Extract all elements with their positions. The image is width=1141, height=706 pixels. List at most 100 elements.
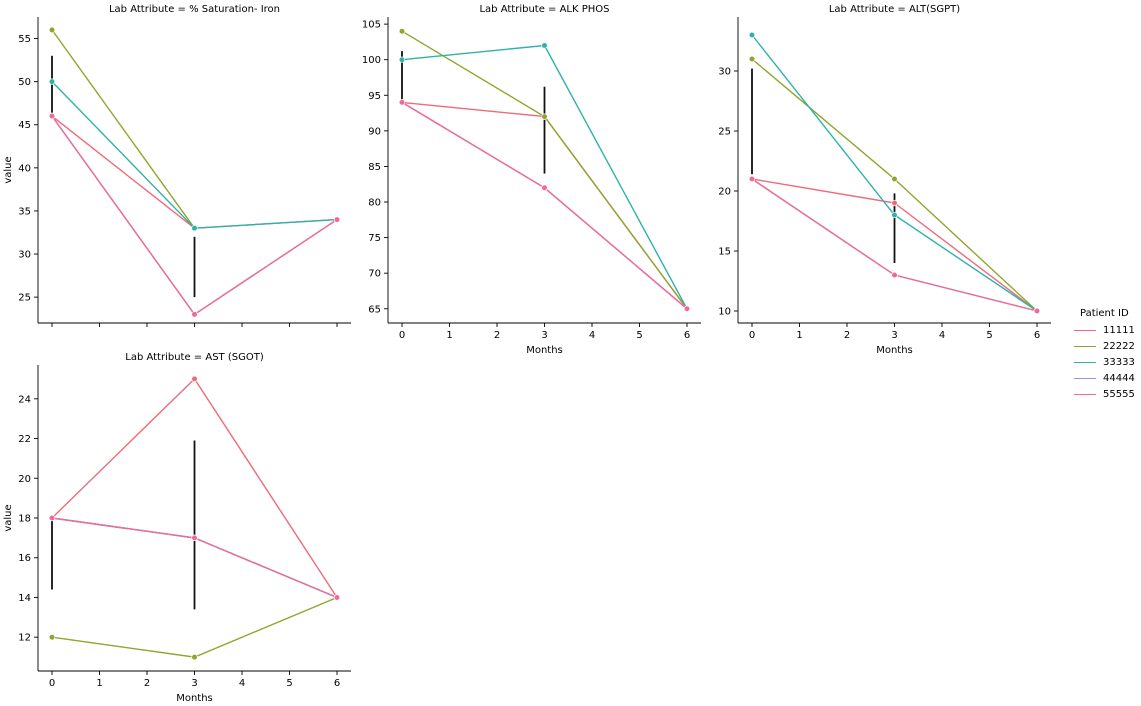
y-tick-label: 85 [368, 162, 381, 173]
x-tick-label: 2 [494, 330, 500, 341]
y-tick-label: 25 [18, 293, 31, 304]
x-tick-label: 6 [684, 330, 690, 341]
data-point-55555 [541, 184, 548, 191]
legend-swatch [1074, 361, 1096, 363]
legend-label: 44444 [1103, 372, 1135, 384]
series-line-33333 [401, 44, 688, 310]
x-tick-label: 1 [96, 678, 102, 689]
legend-swatch [1074, 393, 1096, 395]
data-point-55555 [48, 514, 56, 522]
y-tick-label: 75 [368, 233, 381, 244]
series-line-33333 [751, 34, 1038, 312]
data-point-22222 [48, 634, 56, 641]
data-point-55555 [1033, 307, 1041, 315]
data-point-22222 [48, 26, 56, 34]
y-tick-label: 16 [18, 553, 31, 564]
y-tick-label: 70 [368, 269, 381, 280]
y-tick-label: 14 [18, 593, 31, 604]
legend-item: 44444 [1066, 370, 1141, 386]
data-point-33333 [191, 225, 198, 232]
series-line-22222 [51, 29, 196, 229]
x-tick-label: 2 [144, 678, 150, 689]
legend-label: 22222 [1103, 340, 1135, 352]
data-point-55555 [191, 534, 198, 541]
legend-item: 33333 [1066, 354, 1141, 370]
y-axis-label: value [3, 156, 14, 183]
legend: Patient ID 11111 22222 33333 44444 55555 [1066, 308, 1141, 402]
x-tick-label: 6 [334, 678, 340, 689]
x-tick-label: 4 [939, 330, 945, 341]
x-tick-label: 1 [446, 330, 452, 341]
data-point-55555 [398, 99, 406, 106]
legend-item: 11111 [1066, 322, 1141, 338]
data-point-22222 [891, 175, 898, 183]
y-tick-label: 55 [18, 34, 31, 45]
data-point-11111 [191, 375, 198, 383]
panel-title: Lab Attribute = AST (SGOT) [125, 352, 264, 363]
x-tick-label: 0 [49, 678, 55, 689]
data-point-33333 [398, 56, 406, 63]
legend-item: 22222 [1066, 338, 1141, 354]
y-tick-label: 15 [718, 247, 731, 258]
x-tick-label: 3 [541, 330, 547, 341]
y-tick-label: 25 [718, 127, 731, 138]
x-tick-label: 0 [749, 330, 755, 341]
data-point-33333 [541, 42, 548, 49]
data-point-22222 [398, 28, 406, 35]
y-tick-label: 30 [718, 67, 731, 78]
y-tick-label: 80 [368, 198, 381, 209]
facet-panel: Lab Attribute = % Saturation- Iron 25 30 35… [3, 4, 351, 327]
data-point-22222 [541, 113, 548, 120]
panel-title: Lab Attribute = % Saturation- Iron [109, 4, 280, 15]
legend-label: 55555 [1103, 388, 1135, 400]
y-tick-label: 50 [18, 77, 31, 88]
data-point-55555 [48, 113, 56, 120]
y-tick-label: 12 [18, 633, 31, 644]
data-point-55555 [891, 271, 898, 279]
x-tick-label: 3 [191, 678, 197, 689]
data-point-33333 [891, 211, 898, 219]
y-tick-label: 35 [18, 206, 31, 217]
x-axis-label: Months [526, 345, 563, 356]
y-tick-label: 90 [368, 126, 381, 137]
y-tick-label: 24 [18, 394, 31, 405]
legend-label: 11111 [1103, 324, 1135, 336]
y-tick-label: 20 [18, 474, 31, 485]
x-tick-label: 4 [589, 330, 595, 341]
legend-title: Patient ID [1080, 308, 1129, 319]
data-point-55555 [683, 305, 691, 312]
x-tick-label: 3 [891, 330, 897, 341]
x-tick-label: 0 [399, 330, 405, 341]
series-line-33333 [51, 81, 338, 229]
data-point-33333 [48, 78, 56, 85]
y-tick-label: 95 [368, 91, 381, 102]
x-tick-label: 5 [636, 330, 642, 341]
y-tick-label: 30 [18, 250, 31, 261]
data-point-22222 [748, 55, 756, 63]
y-axis-label: value [3, 504, 14, 531]
data-point-55555 [333, 594, 341, 601]
y-tick-label: 105 [362, 20, 381, 31]
series-line-11111 [51, 115, 338, 229]
legend-label: 33333 [1103, 356, 1135, 368]
legend-swatch [1074, 345, 1096, 347]
x-tick-label: 5 [286, 678, 292, 689]
panel-title: Lab Attribute = ALT(SGPT) [829, 4, 960, 15]
legend-swatch [1074, 377, 1096, 379]
data-point-55555 [191, 311, 198, 318]
x-axis-label: Months [176, 693, 213, 704]
y-tick-label: 20 [718, 187, 731, 198]
legend-swatch [1074, 329, 1096, 331]
legend-item: 55555 [1066, 386, 1141, 402]
facet-panel: Lab Attribute = AST (SGOT)12141618202224… [3, 352, 351, 704]
x-axis-label: Months [876, 345, 913, 356]
facet-panel: Lab Attribute = ALK PHOS6570758085909510… [362, 4, 701, 356]
panel-title: Lab Attribute = ALK PHOS [479, 4, 609, 15]
data-point-11111 [891, 199, 898, 207]
y-tick-label: 18 [18, 514, 31, 525]
data-point-22222 [191, 653, 198, 661]
y-tick-label: 40 [18, 163, 31, 174]
x-tick-label: 5 [986, 330, 992, 341]
x-tick-label: 1 [796, 330, 802, 341]
